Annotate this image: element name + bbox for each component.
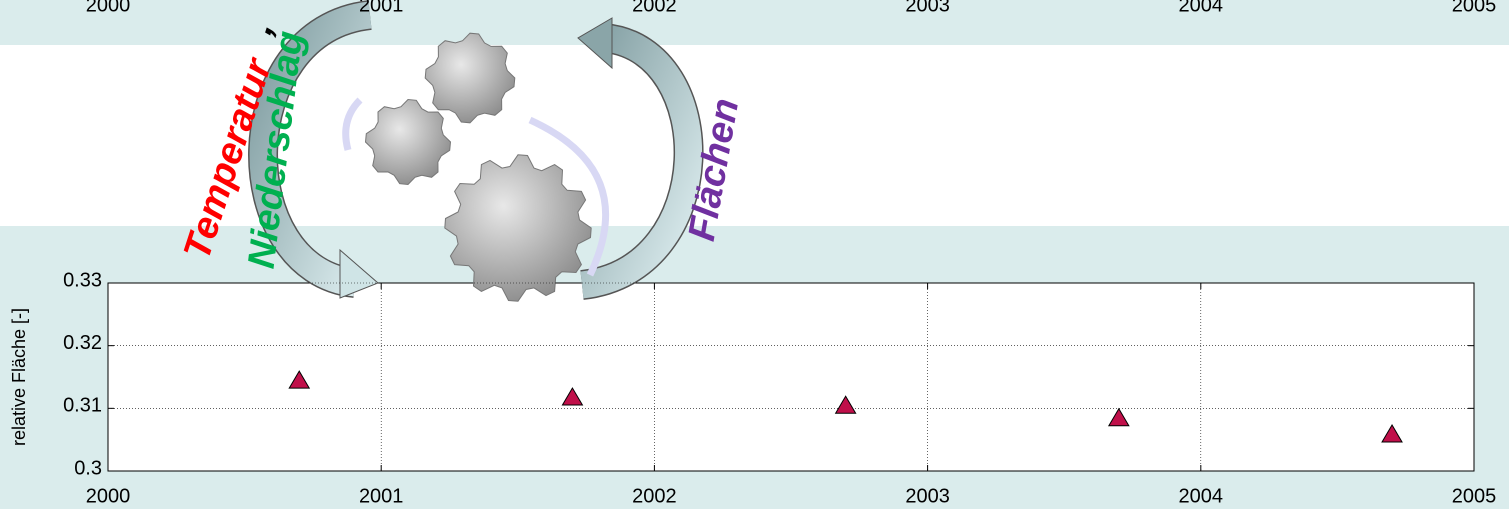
data-point [288, 370, 311, 389]
top-x-tick-label: 2000 [86, 0, 131, 16]
x-tick-label: 2002 [632, 485, 677, 507]
y-tick-label: 0.33 [63, 269, 102, 291]
x-tick-label: 2003 [905, 485, 950, 507]
x-tick-label: 2005 [1452, 485, 1497, 507]
gear [444, 154, 592, 302]
y-axis-label: relative Fläche [-] [9, 308, 29, 446]
top-x-tick-label: 2003 [905, 0, 950, 16]
top-x-tick-label: 2002 [632, 0, 677, 16]
x-tick-label: 2004 [1179, 485, 1224, 507]
data-point [1381, 424, 1403, 443]
top-x-tick-label: 2004 [1179, 0, 1224, 16]
x-tick-label: 2001 [359, 485, 404, 507]
arrow-left-head [339, 248, 379, 299]
top-strip [0, 0, 1509, 45]
plot-area [107, 282, 1475, 472]
y-tick-label: 0.3 [74, 457, 102, 479]
gear [424, 32, 516, 124]
y-tick-label: 0.31 [63, 395, 102, 417]
gear [364, 98, 452, 186]
diagram [248, 0, 704, 302]
x-tick-label: 2000 [86, 485, 131, 507]
arrow-right-head [577, 17, 613, 70]
data-point [1107, 407, 1130, 427]
data-point [561, 387, 584, 406]
y-tick-label: 0.32 [63, 332, 102, 354]
arrow-left [249, 1, 373, 297]
rotation-arc [528, 116, 610, 277]
arrow-right [579, 24, 702, 299]
top-x-tick-label: 2001 [359, 0, 404, 16]
rotation-arc [342, 97, 363, 151]
top-x-tick-label: 2005 [1452, 0, 1497, 16]
data-point [834, 395, 857, 414]
